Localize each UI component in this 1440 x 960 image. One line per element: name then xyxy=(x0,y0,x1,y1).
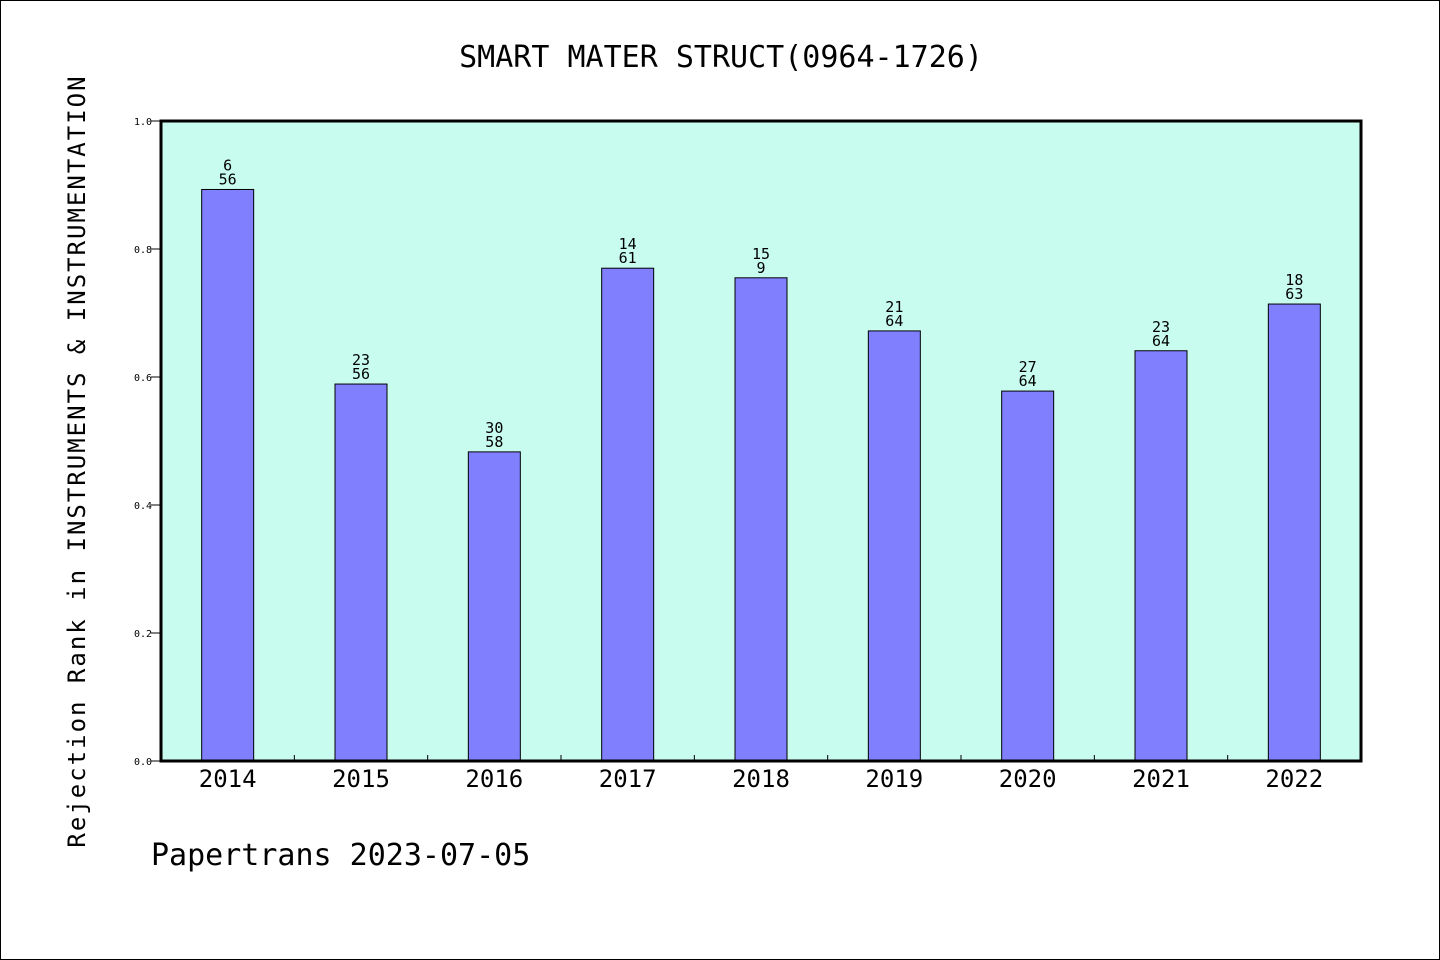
bar-2021 xyxy=(1134,350,1188,762)
data-label-top: 15 xyxy=(752,245,770,263)
data-label-bottom: 56 xyxy=(352,365,370,383)
data-label-bottom: 64 xyxy=(1152,332,1170,350)
data-label-top: 23 xyxy=(352,351,370,369)
bar-2020 xyxy=(1001,390,1055,762)
y-axis-ticks: 0.0 0.2 0.4 0.6 0.8 1.0 xyxy=(134,117,161,768)
y-axis-label: Rejection Rank in INSTRUMENTS & INSTRUME… xyxy=(63,74,91,847)
bar-2016 xyxy=(467,451,521,762)
y-tick-label: 1.0 xyxy=(134,117,152,128)
bar-series xyxy=(201,188,1321,762)
x-tick-label: 2020 xyxy=(999,765,1057,793)
bar-2017 xyxy=(601,267,655,762)
y-tick-label: 0.0 xyxy=(134,757,152,768)
data-label-bottom: 63 xyxy=(1285,285,1303,303)
data-label-top: 27 xyxy=(1019,358,1037,376)
data-label-top: 30 xyxy=(485,419,503,437)
y-tick-label: 0.6 xyxy=(134,373,152,384)
footer-credit: Papertrans 2023-07-05 xyxy=(151,838,530,873)
data-label-bottom: 58 xyxy=(485,433,503,451)
plot-frame xyxy=(159,119,1363,763)
x-tick-label: 2019 xyxy=(865,765,923,793)
bar-2015 xyxy=(334,383,388,762)
x-tick-label: 2022 xyxy=(1265,765,1323,793)
bar-2022 xyxy=(1267,303,1321,762)
y-tick-label: 0.8 xyxy=(134,245,152,256)
data-label-top: 6 xyxy=(223,156,232,174)
data-label-bottom: 64 xyxy=(885,312,903,330)
bar-2019 xyxy=(867,330,921,762)
y-tick-label: 0.2 xyxy=(134,629,152,640)
data-label-bottom: 61 xyxy=(619,249,637,267)
data-label-bottom: 9 xyxy=(756,259,765,277)
bar-2014 xyxy=(201,188,255,762)
data-label-top: 21 xyxy=(885,298,903,316)
data-label-bottom: 56 xyxy=(219,170,237,188)
y-tick-label: 0.4 xyxy=(134,501,152,512)
x-tick-label: 2018 xyxy=(732,765,790,793)
data-label-top: 18 xyxy=(1285,271,1303,289)
x-tick-label: 2016 xyxy=(465,765,523,793)
data-label-top: 14 xyxy=(619,235,637,253)
chart-title: SMART MATER STRUCT(0964-1726) xyxy=(459,40,983,75)
data-label-bottom: 64 xyxy=(1019,372,1037,390)
bar-2018 xyxy=(734,277,788,762)
x-tick-label: 2017 xyxy=(599,765,657,793)
x-tick-label: 2015 xyxy=(332,765,390,793)
x-tick-label: 2014 xyxy=(199,765,257,793)
x-tick-label: 2021 xyxy=(1132,765,1190,793)
data-label-top: 23 xyxy=(1152,318,1170,336)
x-axis-ticks: 2014 2015 2016 2017 2018 2019 2020 2021 2022 xyxy=(199,755,1323,793)
